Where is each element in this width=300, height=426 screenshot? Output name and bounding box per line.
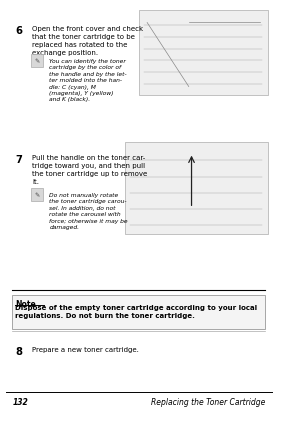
- Text: ✎: ✎: [34, 193, 39, 198]
- Text: ✎: ✎: [34, 59, 39, 64]
- Text: You can identify the toner
cartridge by the color of
the handle and by the let-
: You can identify the toner cartridge by …: [50, 59, 127, 102]
- FancyBboxPatch shape: [31, 188, 43, 202]
- Text: 6: 6: [15, 26, 22, 36]
- Bar: [125, 143, 268, 234]
- Text: Open the front cover and check
that the toner cartridge to be
replaced has rotat: Open the front cover and check that the …: [32, 26, 143, 56]
- Text: Dispose of the empty toner cartridge according to your local
regulations. Do not: Dispose of the empty toner cartridge acc…: [15, 304, 257, 318]
- FancyBboxPatch shape: [31, 55, 43, 68]
- Text: Note: Note: [15, 299, 36, 308]
- Bar: [13, 296, 265, 329]
- Text: Pull the handle on the toner car-
tridge toward you, and then pull
the toner car: Pull the handle on the toner car- tridge…: [32, 154, 147, 184]
- Bar: [139, 11, 268, 96]
- Text: Prepare a new toner cartridge.: Prepare a new toner cartridge.: [32, 346, 139, 352]
- Text: 8: 8: [15, 346, 22, 356]
- Text: 132: 132: [13, 397, 28, 406]
- Text: Replacing the Toner Cartridge: Replacing the Toner Cartridge: [151, 397, 265, 406]
- Text: 7: 7: [15, 154, 22, 164]
- Text: Do not manually rotate
the toner cartridge carou-
sel. In addition, do not
rotat: Do not manually rotate the toner cartrid…: [50, 193, 128, 230]
